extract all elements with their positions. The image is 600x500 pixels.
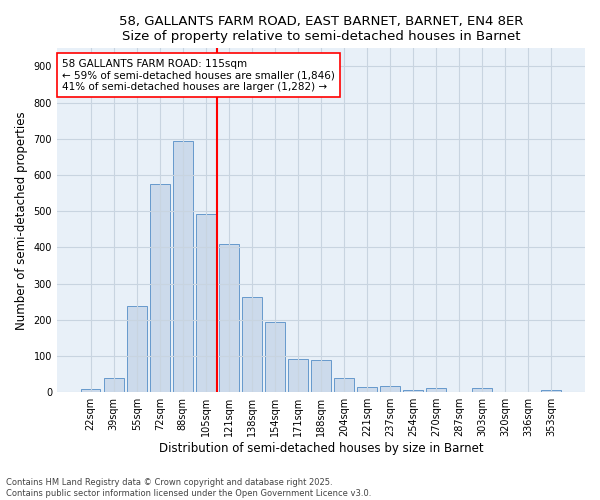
Bar: [242, 298, 262, 392]
Bar: [403, 390, 423, 392]
Bar: [127, 306, 146, 392]
Bar: [81, 390, 100, 392]
Bar: [196, 214, 215, 392]
Bar: [426, 388, 446, 392]
X-axis label: Distribution of semi-detached houses by size in Barnet: Distribution of semi-detached houses by …: [158, 442, 483, 455]
Text: 58 GALLANTS FARM ROAD: 115sqm
← 59% of semi-detached houses are smaller (1,846)
: 58 GALLANTS FARM ROAD: 115sqm ← 59% of s…: [62, 58, 335, 92]
Bar: [265, 322, 284, 392]
Bar: [380, 386, 400, 392]
Text: Contains HM Land Registry data © Crown copyright and database right 2025.
Contai: Contains HM Land Registry data © Crown c…: [6, 478, 371, 498]
Bar: [541, 390, 561, 392]
Title: 58, GALLANTS FARM ROAD, EAST BARNET, BARNET, EN4 8ER
Size of property relative t: 58, GALLANTS FARM ROAD, EAST BARNET, BAR…: [119, 15, 523, 43]
Y-axis label: Number of semi-detached properties: Number of semi-detached properties: [15, 111, 28, 330]
Bar: [472, 388, 492, 392]
Bar: [173, 142, 193, 392]
Bar: [334, 378, 354, 392]
Bar: [311, 360, 331, 392]
Bar: [357, 387, 377, 392]
Bar: [150, 184, 170, 392]
Bar: [219, 244, 239, 392]
Bar: [288, 358, 308, 392]
Bar: [104, 378, 124, 392]
